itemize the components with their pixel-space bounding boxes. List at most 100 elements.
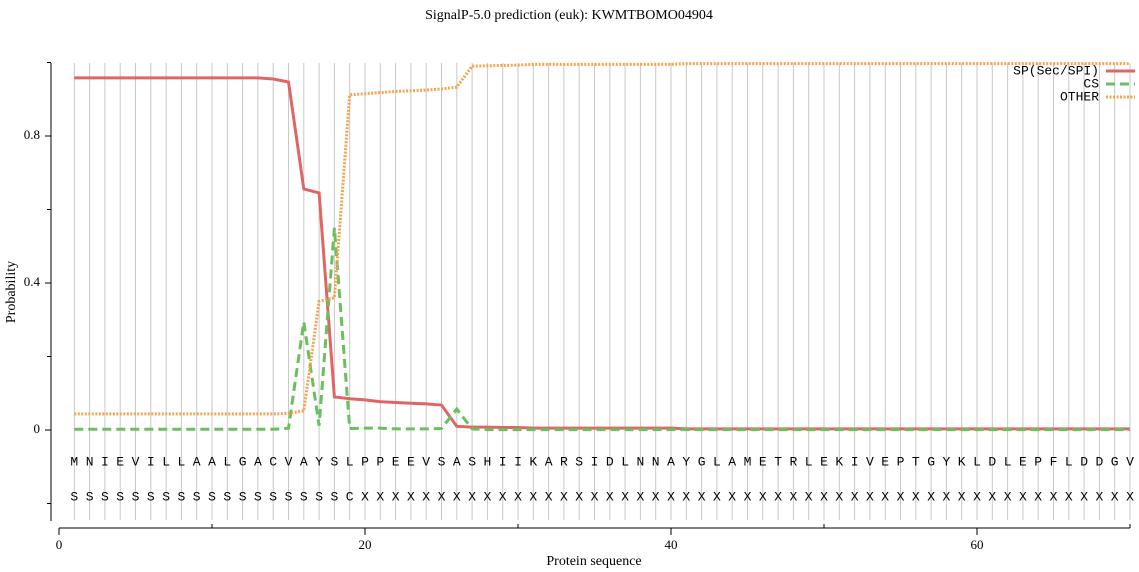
residue-label: X (973, 489, 981, 504)
residue-label: X (636, 489, 644, 504)
y-axis-label: Probability (4, 261, 19, 323)
residue: D (988, 454, 996, 469)
residue: Y (315, 454, 323, 469)
x-tick-label: 0 (56, 537, 63, 552)
y-tick-label: 0 (34, 421, 41, 436)
residue-label: S (330, 489, 338, 504)
residue-label: X (1126, 489, 1134, 504)
residue-label: X (606, 489, 614, 504)
residue: H (483, 454, 491, 469)
residue-label: X (988, 489, 996, 504)
residue: R (560, 454, 568, 469)
residue-label: X (1065, 489, 1073, 504)
residue: G (927, 454, 935, 469)
series-line (74, 62, 1130, 416)
residue: S (468, 454, 476, 469)
residue-label: X (805, 489, 813, 504)
residue-label: X (713, 489, 721, 504)
residue: D (606, 454, 614, 469)
residue: D (1095, 454, 1103, 469)
residue-label: X (652, 489, 660, 504)
residue: S (330, 454, 338, 469)
residue: V (1126, 454, 1134, 469)
residue-label: X (1034, 489, 1042, 504)
residue-label: S (208, 489, 216, 504)
residue-label: S (300, 489, 308, 504)
residue-label: X (392, 489, 400, 504)
residue: L (713, 454, 721, 469)
residue: I (851, 454, 859, 469)
residue: I (147, 454, 155, 469)
x-tick-label: 60 (971, 537, 984, 552)
residue-label: X (682, 489, 690, 504)
residue-label: S (147, 489, 155, 504)
residue: K (835, 454, 843, 469)
y-tick-label: 0.4 (24, 274, 41, 289)
residue: V (132, 454, 140, 469)
residue-label: S (315, 489, 323, 504)
residue-label: X (927, 489, 935, 504)
y-tick-label: 0.8 (24, 127, 40, 142)
residue: P (376, 454, 384, 469)
residue: K (958, 454, 966, 469)
residue: R (789, 454, 797, 469)
residue-label: X (942, 489, 950, 504)
legend-label: SP(Sec/SPI) (1013, 63, 1099, 78)
residue-label: X (422, 489, 430, 504)
residue-label: X (483, 489, 491, 504)
residue: Y (942, 454, 950, 469)
residue: V (866, 454, 874, 469)
residue: L (973, 454, 981, 469)
residue-label: S (177, 489, 185, 504)
residue-label: C (346, 489, 354, 504)
residue: A (453, 454, 461, 469)
residue: I (514, 454, 522, 469)
residue: A (667, 454, 675, 469)
residue: I (499, 454, 507, 469)
residue: D (1080, 454, 1088, 469)
residue: A (254, 454, 262, 469)
residue-label: X (851, 489, 859, 504)
residue: A (193, 454, 201, 469)
residue-label: X (529, 489, 537, 504)
residue-label: X (1095, 489, 1103, 504)
residue-label: S (254, 489, 262, 504)
x-tick-label: 20 (359, 537, 372, 552)
residue: L (162, 454, 170, 469)
legend-label: OTHER (1060, 89, 1099, 104)
residue: L (346, 454, 354, 469)
residue-label: X (1050, 489, 1058, 504)
residue: T (912, 454, 920, 469)
residue-label: X (545, 489, 553, 504)
residue: A (545, 454, 553, 469)
residue: L (805, 454, 813, 469)
residue: Y (682, 454, 690, 469)
residue-label: X (361, 489, 369, 504)
legend-label: CS (1083, 76, 1099, 91)
residue-label: X (698, 489, 706, 504)
residue: E (392, 454, 400, 469)
residue-label: X (438, 489, 446, 504)
residue: L (1004, 454, 1012, 469)
residue: L (177, 454, 185, 469)
residue-label: X (621, 489, 629, 504)
x-axis-label: Protein sequence (546, 554, 641, 569)
residue-label: X (514, 489, 522, 504)
residue: I (101, 454, 109, 469)
residue-label: X (468, 489, 476, 504)
residue: N (652, 454, 660, 469)
residue-label: X (835, 489, 843, 504)
residue: S (438, 454, 446, 469)
residue-label: X (560, 489, 568, 504)
residue: F (1050, 454, 1058, 469)
residue-label: X (1019, 489, 1027, 504)
residue: N (636, 454, 644, 469)
residue: G (1111, 454, 1119, 469)
residue: M (744, 454, 752, 469)
residue-label: X (881, 489, 889, 504)
residue-label: S (116, 489, 124, 504)
residue: P (1034, 454, 1042, 469)
residue-label: S (239, 489, 247, 504)
residue: M (70, 454, 78, 469)
